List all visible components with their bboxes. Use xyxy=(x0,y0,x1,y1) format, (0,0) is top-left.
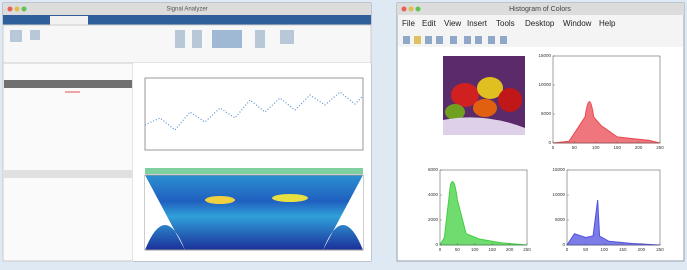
y-tick-label: 4000 xyxy=(428,192,439,197)
x-tick-label: 150 xyxy=(613,145,621,150)
x-tick-label: 150 xyxy=(619,247,627,252)
scalogram-hotspot xyxy=(272,194,308,202)
y-tick-label: 15000 xyxy=(552,167,565,172)
screenshot: Signal Analyzer Histogram of Colors File xyxy=(0,0,687,265)
page: Signal Analyzer Histogram of Colors File xyxy=(0,0,687,265)
menu-bar: File Edit View Insert Tools Desktop Window Help xyxy=(402,19,616,28)
x-tick-label: 50 xyxy=(572,145,578,150)
active-tab[interactable] xyxy=(50,16,88,25)
selected-signal-row[interactable] xyxy=(4,80,132,88)
menu-item[interactable]: Edit xyxy=(422,19,437,28)
minimize-button[interactable] xyxy=(409,7,414,12)
ribbon xyxy=(3,25,371,63)
close-button[interactable] xyxy=(8,7,13,12)
menu-item[interactable]: Window xyxy=(563,19,592,28)
minimize-button[interactable] xyxy=(15,7,20,12)
x-tick-label: 200 xyxy=(506,247,514,252)
histogram-window: Histogram of Colors File Edit View Insert To… xyxy=(397,3,684,261)
x-tick-label: 200 xyxy=(638,247,646,252)
signal-analyzer-window: Signal Analyzer xyxy=(3,3,371,261)
toolbar xyxy=(403,36,507,44)
signal-browser xyxy=(3,63,133,261)
fruit-image xyxy=(443,56,525,135)
menu-item[interactable]: Insert xyxy=(467,19,488,28)
x-tick-label: 150 xyxy=(488,247,496,252)
x-tick-label: 100 xyxy=(592,145,600,150)
y-tick-label: 6000 xyxy=(428,167,439,172)
y-tick-label: 10000 xyxy=(552,192,565,197)
x-tick-label: 100 xyxy=(471,247,479,252)
menu-item[interactable]: Desktop xyxy=(525,19,555,28)
y-tick-label: 5000 xyxy=(555,217,566,222)
measurements-header xyxy=(4,170,132,178)
x-tick-label: 100 xyxy=(600,247,608,252)
zoom-button[interactable] xyxy=(22,7,27,12)
y-tick-label: 2000 xyxy=(428,217,439,222)
signal-axes xyxy=(145,78,363,150)
menu-item[interactable]: Tools xyxy=(496,19,515,28)
x-tick-label: 50 xyxy=(455,247,461,252)
x-tick-label: 250 xyxy=(523,247,531,252)
scalogram-hotspot xyxy=(205,196,235,204)
menu-item[interactable]: File xyxy=(402,19,415,28)
y-tick-label: 15000 xyxy=(538,53,551,58)
x-tick-label: 250 xyxy=(656,145,664,150)
y-tick-label: 5000 xyxy=(541,111,552,116)
x-tick-label: 200 xyxy=(635,145,643,150)
window-title: Signal Analyzer xyxy=(166,7,207,13)
x-tick-label: 250 xyxy=(656,247,664,252)
x-tick-label: 50 xyxy=(583,247,589,252)
menu-item[interactable]: View xyxy=(444,19,461,28)
figure-area xyxy=(398,47,683,260)
close-button[interactable] xyxy=(402,7,407,12)
zoom-button[interactable] xyxy=(416,7,421,12)
window-title: Histogram of Colors xyxy=(509,6,571,13)
y-tick-label: 10000 xyxy=(538,82,551,87)
menu-item[interactable]: Help xyxy=(599,19,616,28)
colorbar xyxy=(145,168,363,174)
